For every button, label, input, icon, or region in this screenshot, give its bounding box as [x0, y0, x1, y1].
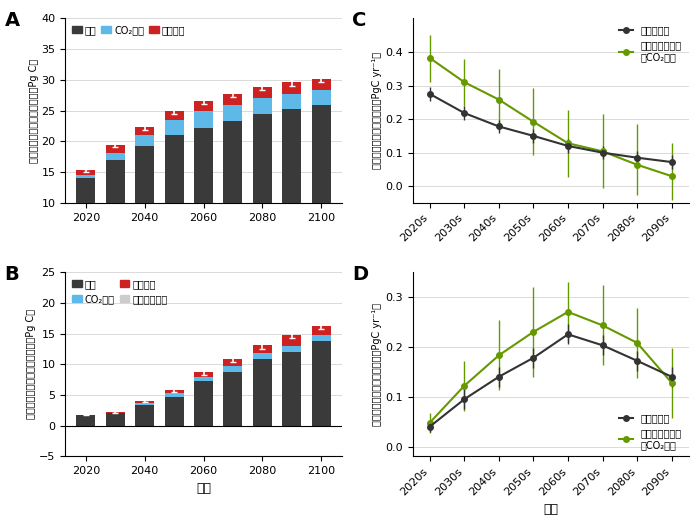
Bar [194, 419, 213, 426]
Bar [282, 335, 301, 346]
Bar [223, 359, 242, 366]
Bar [282, 109, 301, 265]
Legend: 仅考虑林龄, 综合林龄、气候
和CO₂效应: 仅考虑林龄, 综合林龄、气候 和CO₂效应 [617, 23, 684, 64]
Bar [282, 352, 301, 426]
Bar [282, 94, 301, 109]
Bar [194, 128, 213, 265]
Text: D: D [352, 265, 368, 284]
Bar [106, 412, 125, 414]
Bar [76, 170, 95, 175]
Bar [164, 390, 183, 393]
Bar [312, 335, 330, 341]
Bar [253, 353, 272, 359]
Bar [106, 160, 125, 265]
Bar [106, 414, 125, 426]
Bar [135, 419, 154, 426]
Bar [76, 178, 95, 265]
X-axis label: 年份: 年份 [196, 482, 211, 495]
Bar [135, 401, 154, 403]
Bar [135, 403, 154, 405]
Bar [253, 99, 272, 114]
Bar [253, 359, 272, 426]
Bar [164, 120, 183, 135]
Bar [253, 114, 272, 265]
Bar [164, 135, 183, 265]
Legend: 林龄, CO₂效应, 气候效应, 造林前碳储量: 林龄, CO₂效应, 气候效应, 造林前碳储量 [70, 277, 169, 306]
Bar [223, 121, 242, 265]
Y-axis label: 现存森林未来生物量碳储量（Pg C）: 现存森林未来生物量碳储量（Pg C） [29, 58, 38, 163]
Bar [194, 377, 213, 381]
Bar [164, 419, 183, 426]
Bar [312, 104, 330, 265]
Legend: 仅考虑林龄, 综合林龄、气候
和CO₂效应: 仅考虑林龄, 综合林龄、气候 和CO₂效应 [617, 411, 684, 452]
Bar [253, 419, 272, 426]
Bar [106, 414, 125, 426]
Bar [194, 101, 213, 111]
Bar [282, 346, 301, 352]
Bar [76, 415, 95, 426]
Y-axis label: 未来新造林森林生物量碳储量（Pg C）: 未来新造林森林生物量碳储量（Pg C） [27, 309, 36, 419]
Bar [312, 79, 330, 91]
Bar [76, 415, 95, 426]
Bar [164, 397, 183, 426]
Bar [135, 147, 154, 265]
X-axis label: 时间: 时间 [543, 503, 558, 516]
Bar [194, 111, 213, 128]
Bar [194, 381, 213, 426]
Bar [135, 135, 154, 147]
Bar [76, 175, 95, 178]
Bar [282, 82, 301, 94]
Bar [312, 419, 330, 426]
Bar [164, 393, 183, 397]
Y-axis label: 未来新造林森林生物量碳汇（PgC yr⁻¹）: 未来新造林森林生物量碳汇（PgC yr⁻¹） [372, 302, 382, 426]
Bar [253, 87, 272, 99]
Text: B: B [5, 265, 20, 284]
Bar [223, 93, 242, 104]
Legend: 林龄, CO₂效应, 气候效应: 林龄, CO₂效应, 气候效应 [70, 23, 187, 37]
Bar [223, 419, 242, 426]
Bar [312, 91, 330, 104]
Bar [223, 366, 242, 372]
Bar [312, 341, 330, 426]
Bar [194, 372, 213, 377]
Bar [223, 372, 242, 426]
Bar [164, 111, 183, 120]
Text: A: A [5, 11, 20, 30]
Bar [312, 326, 330, 335]
Bar [223, 104, 242, 121]
Y-axis label: 现存森林未来生物量碳汇（PgC yr⁻¹）: 现存森林未来生物量碳汇（PgC yr⁻¹） [372, 52, 382, 169]
Text: C: C [352, 11, 366, 30]
Bar [135, 405, 154, 426]
Bar [135, 128, 154, 135]
Bar [253, 345, 272, 353]
Bar [282, 419, 301, 426]
Bar [106, 145, 125, 152]
Bar [106, 152, 125, 160]
